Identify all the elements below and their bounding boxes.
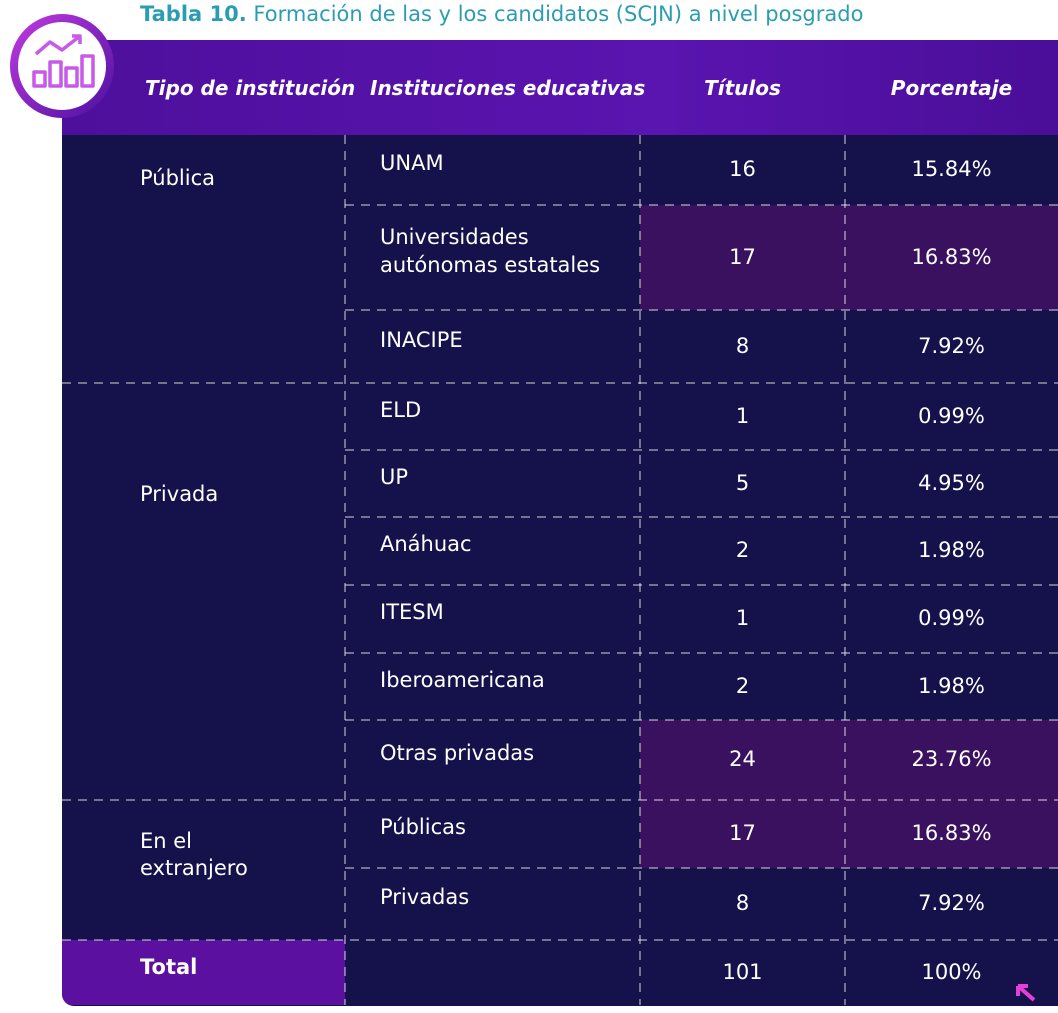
titles-cell: 1 <box>735 606 750 631</box>
titles-cell: 1 <box>735 403 750 428</box>
percent-cell: 0.99% <box>918 403 985 428</box>
type-cell: Pública <box>140 166 216 190</box>
percent-cell: 7.92% <box>918 333 985 358</box>
institution-cell: Otras privadas <box>380 741 535 766</box>
percent-cell: 1.98% <box>918 538 985 563</box>
table-header: Tipo de institución Instituciones educati… <box>62 40 1058 135</box>
institution-cell: Públicas <box>380 815 466 840</box>
titles-cell: 8 <box>735 333 750 358</box>
highlight-cell <box>640 720 1058 800</box>
percent-cell: 15.84% <box>911 157 992 182</box>
total-label-cell: Total <box>62 940 345 1005</box>
institution-cell: ITESM <box>380 600 444 625</box>
titles-cell: 17 <box>729 244 756 269</box>
titles-cell: 8 <box>735 891 750 916</box>
percent-cell: 23.76% <box>911 747 992 772</box>
percent-cell: 4.95% <box>918 470 985 495</box>
institution-cell: Privadas <box>380 885 470 910</box>
percent-cell: 7.92% <box>918 891 985 916</box>
institution-cell: Anáhuac <box>380 532 472 557</box>
total-percent-cell: 100% <box>921 959 982 984</box>
institution-cell: Universidades autónomas estatales <box>380 225 601 277</box>
institution-cell: INACIPE <box>380 327 463 352</box>
highlight-cell <box>640 800 1058 868</box>
titles-cell: 5 <box>735 470 750 495</box>
titles-cell: 2 <box>735 538 750 563</box>
percent-cell: 0.99% <box>918 606 985 631</box>
table: Tipo de institución Instituciones educati… <box>62 40 1058 1006</box>
percent-cell: 16.83% <box>911 244 992 269</box>
total-titles-cell: 101 <box>722 959 763 984</box>
header-cell: Tipo de institución <box>145 75 356 100</box>
titles-cell: 2 <box>735 673 750 698</box>
table-title: Tabla 10. Formación de las y los candida… <box>140 2 863 26</box>
title-text: Formación de las y los candidatos (SCJN)… <box>253 2 864 26</box>
institution-cell: UNAM <box>380 151 444 176</box>
percent-cell: 16.83% <box>911 821 992 846</box>
header-cell: Títulos <box>704 75 781 100</box>
titles-cell: 24 <box>729 747 756 772</box>
institution-cell: ELD <box>380 397 422 422</box>
table-lines <box>62 135 1058 1005</box>
titles-cell: 16 <box>729 157 756 182</box>
title-label: Tabla 10. <box>140 2 247 26</box>
header-cell: Instituciones educativas <box>370 75 646 100</box>
titles-cell: 17 <box>729 821 756 846</box>
header-cell: Porcentaje <box>890 75 1013 100</box>
percent-cell: 1.98% <box>918 673 985 698</box>
institution-cell: Iberoamericana <box>380 667 545 692</box>
type-cell: Privada <box>140 482 219 506</box>
type-cell: En el extranjero <box>140 829 248 881</box>
institution-cell: UP <box>380 464 409 489</box>
highlight-cell <box>640 205 1058 310</box>
